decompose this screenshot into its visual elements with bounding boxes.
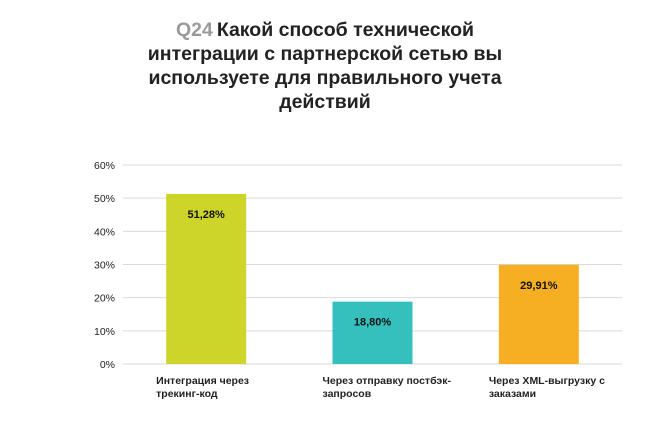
y-tick-label: 40% (94, 226, 115, 238)
y-tick-label: 10% (94, 326, 115, 338)
data-label: 51,28% (188, 209, 226, 221)
y-axis: 0% 10% 20% 30% 40% 50% 60% (94, 160, 115, 371)
data-labels: 51,28% 18,80% 29,91% (188, 209, 558, 329)
data-label: 29,91% (520, 280, 558, 292)
question-text: Какой способ технической интеграции с па… (147, 19, 503, 113)
bars (166, 193, 579, 364)
data-label: 18,80% (354, 317, 392, 329)
bar (332, 301, 413, 364)
y-tick-label: 30% (94, 260, 115, 272)
bar (166, 193, 247, 364)
chart-title: Q24 Какой способ технической интеграции с… (125, 18, 525, 114)
y-tick-label: 60% (94, 160, 115, 172)
question-number: Q24 (175, 19, 213, 41)
y-tick-label: 20% (94, 293, 115, 305)
y-tick-label: 50% (94, 193, 115, 205)
x-tick-label: Интеграция через трекинг-код (156, 375, 250, 400)
x-tick-label: Через отправку постбэк-запросов (322, 375, 451, 400)
bar (498, 264, 579, 364)
x-tick-label: Через XML-выгрузку с заказами (488, 375, 605, 400)
y-tick-label: 0% (100, 359, 115, 371)
